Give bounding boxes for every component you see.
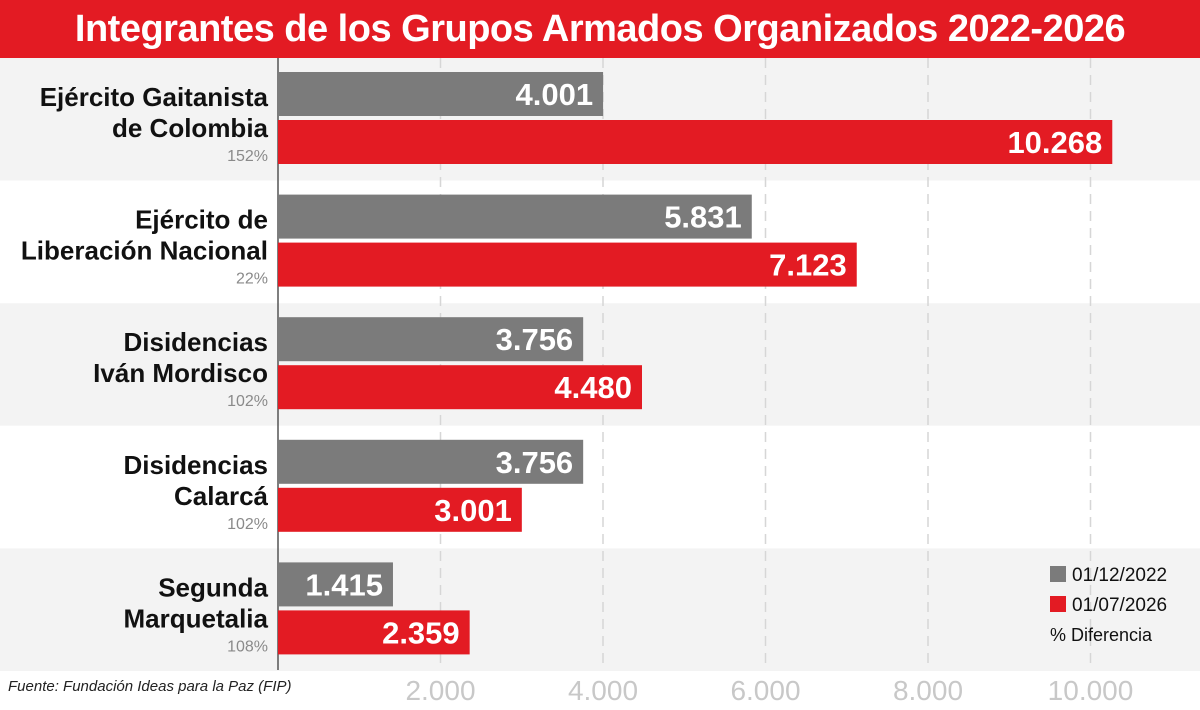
bar-value-label: 3.756 [496, 445, 574, 480]
category-pct-label: 152% [227, 148, 268, 165]
x-tick-label: 6.000 [730, 675, 800, 706]
category-label: Calarcá [174, 481, 268, 511]
chart-title: Integrantes de los Grupos Armados Organi… [74, 7, 1126, 50]
category-pct-label: 22% [236, 271, 268, 288]
bar-value-label: 2.359 [382, 615, 460, 650]
category-label: Liberación Nacional [21, 236, 268, 266]
category-label: de Colombia [112, 113, 269, 143]
category-band [0, 548, 1200, 671]
bar-2022 [278, 317, 584, 362]
category-pct-label: 102% [227, 516, 268, 533]
x-tick-label: 8.000 [893, 675, 963, 706]
category-label: Disidencias [123, 327, 268, 357]
category-label: Ejército Gaitanista [40, 82, 269, 112]
bar-value-label: 4.001 [516, 77, 594, 112]
legend-label: 01/12/2022 [1072, 565, 1167, 586]
bar-2026 [278, 120, 1113, 164]
bar-2022 [278, 72, 604, 116]
bar-value-label: 7.123 [769, 248, 847, 283]
source-note: Fuente: Fundación Ideas para la Paz (FIP… [8, 678, 292, 695]
category-label: Iván Mordisco [93, 358, 268, 388]
category-label: Ejército de [135, 205, 268, 235]
bar-2026 [278, 487, 522, 532]
bar-value-label: 3.756 [496, 322, 574, 357]
bar-value-label: 4.480 [554, 370, 632, 405]
source-text: Fundación Ideas para la Paz (FIP) [63, 678, 292, 695]
bar-value-label: 1.415 [305, 567, 383, 602]
bar-2026 [278, 365, 642, 410]
legend-label-pct: % Diferencia [1050, 625, 1153, 645]
bar-value-label: 5.831 [664, 200, 742, 235]
category-label: Marquetalia [124, 603, 269, 633]
category-label: Segunda [158, 572, 268, 602]
legend-swatch [1050, 596, 1066, 612]
bar-value-label: 10.268 [1007, 125, 1102, 160]
x-tick-label: 10.000 [1048, 675, 1134, 706]
category-band [0, 425, 1200, 549]
category-pct-label: 102% [227, 393, 268, 410]
category-label: Disidencias [123, 450, 268, 480]
bar-2022 [278, 194, 752, 239]
bar-2026 [278, 610, 470, 655]
bar-value-label: 3.001 [434, 493, 512, 528]
x-tick-label: 2.000 [405, 675, 475, 706]
legend-swatch [1050, 566, 1066, 582]
category-pct-label: 108% [227, 638, 268, 655]
bar-2022 [278, 562, 393, 607]
x-tick-label: 4.000 [568, 675, 638, 706]
legend-label: 01/07/2026 [1072, 595, 1167, 616]
title-bar: Integrantes de los Grupos Armados Organi… [0, 0, 1200, 58]
bar-2026 [278, 242, 857, 287]
source-label: Fuente: [8, 678, 59, 695]
bar-2022 [278, 439, 584, 484]
